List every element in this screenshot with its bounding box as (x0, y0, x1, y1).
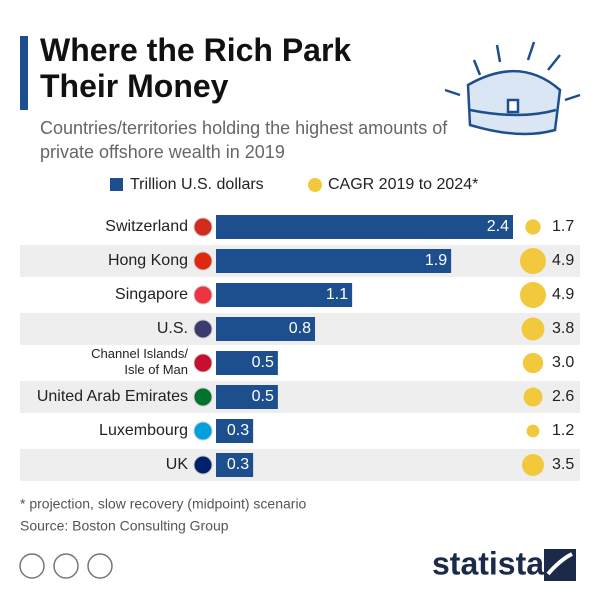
flag (193, 353, 213, 373)
bar (216, 317, 315, 341)
data-label: 0.5 (252, 388, 274, 405)
chest-icon (444, 41, 581, 136)
data-label: 2.6 (552, 388, 574, 405)
title-accent (20, 36, 28, 110)
category-label: Channel Islands/Isle of Man (91, 346, 188, 377)
row-band (20, 381, 580, 413)
flag (193, 285, 213, 305)
bubble (520, 282, 546, 308)
footnote: * projection, slow recovery (midpoint) s… (20, 496, 307, 512)
bubble (520, 248, 546, 274)
bubble (525, 219, 541, 235)
data-label: 3.0 (552, 354, 574, 371)
data-label: 1.2 (552, 422, 574, 439)
bar (216, 249, 452, 273)
license-icons (19, 553, 113, 579)
data-label: 0.5 (252, 354, 274, 371)
bubble (521, 317, 545, 341)
chart-title: Where the Rich Park Their Money (40, 32, 352, 104)
data-label: 0.3 (227, 422, 249, 439)
legend-swatch (110, 178, 123, 191)
category-label: Switzerland (105, 218, 188, 235)
data-label: 1.7 (552, 218, 574, 235)
category-label: Luxembourg (99, 422, 188, 439)
data-label: 2.4 (487, 218, 509, 235)
brand-icon-wave (546, 552, 573, 576)
flag (193, 319, 213, 339)
row-band (20, 449, 580, 481)
bar (216, 453, 254, 477)
flag (193, 251, 213, 271)
source: Source: Boston Consulting Group (20, 518, 229, 534)
data-label: 0.3 (227, 456, 249, 473)
flag (193, 387, 213, 407)
bubble (522, 352, 544, 374)
legend-label: Trillion U.S. dollars (130, 176, 264, 193)
category-label: Hong Kong (108, 252, 188, 269)
bar (216, 283, 353, 307)
bar (216, 351, 278, 375)
flag (193, 455, 213, 475)
data-label: 0.8 (289, 320, 311, 337)
chart-subtitle: Countries/territories holding the highes… (40, 118, 448, 162)
data-label: 1.9 (425, 252, 447, 269)
brand: statista (432, 545, 544, 581)
flag (193, 217, 213, 237)
bubble (523, 387, 543, 407)
bar (216, 215, 513, 239)
legend-swatch (308, 178, 322, 192)
bar (216, 385, 278, 409)
data-label: 1.1 (326, 286, 348, 303)
data-label: 4.9 (552, 286, 574, 303)
bubble (526, 424, 540, 438)
data-label: 3.8 (552, 320, 574, 337)
data-label: 4.9 (552, 252, 574, 269)
bar (216, 419, 254, 443)
bubble (522, 454, 544, 476)
category-label: United Arab Emirates (37, 388, 188, 405)
legend-label: CAGR 2019 to 2024* (328, 176, 478, 193)
flag (193, 421, 213, 441)
category-label: Singapore (115, 286, 188, 303)
data-label: 3.5 (552, 456, 574, 473)
category-label: U.S. (157, 320, 188, 337)
category-label: UK (166, 456, 189, 473)
